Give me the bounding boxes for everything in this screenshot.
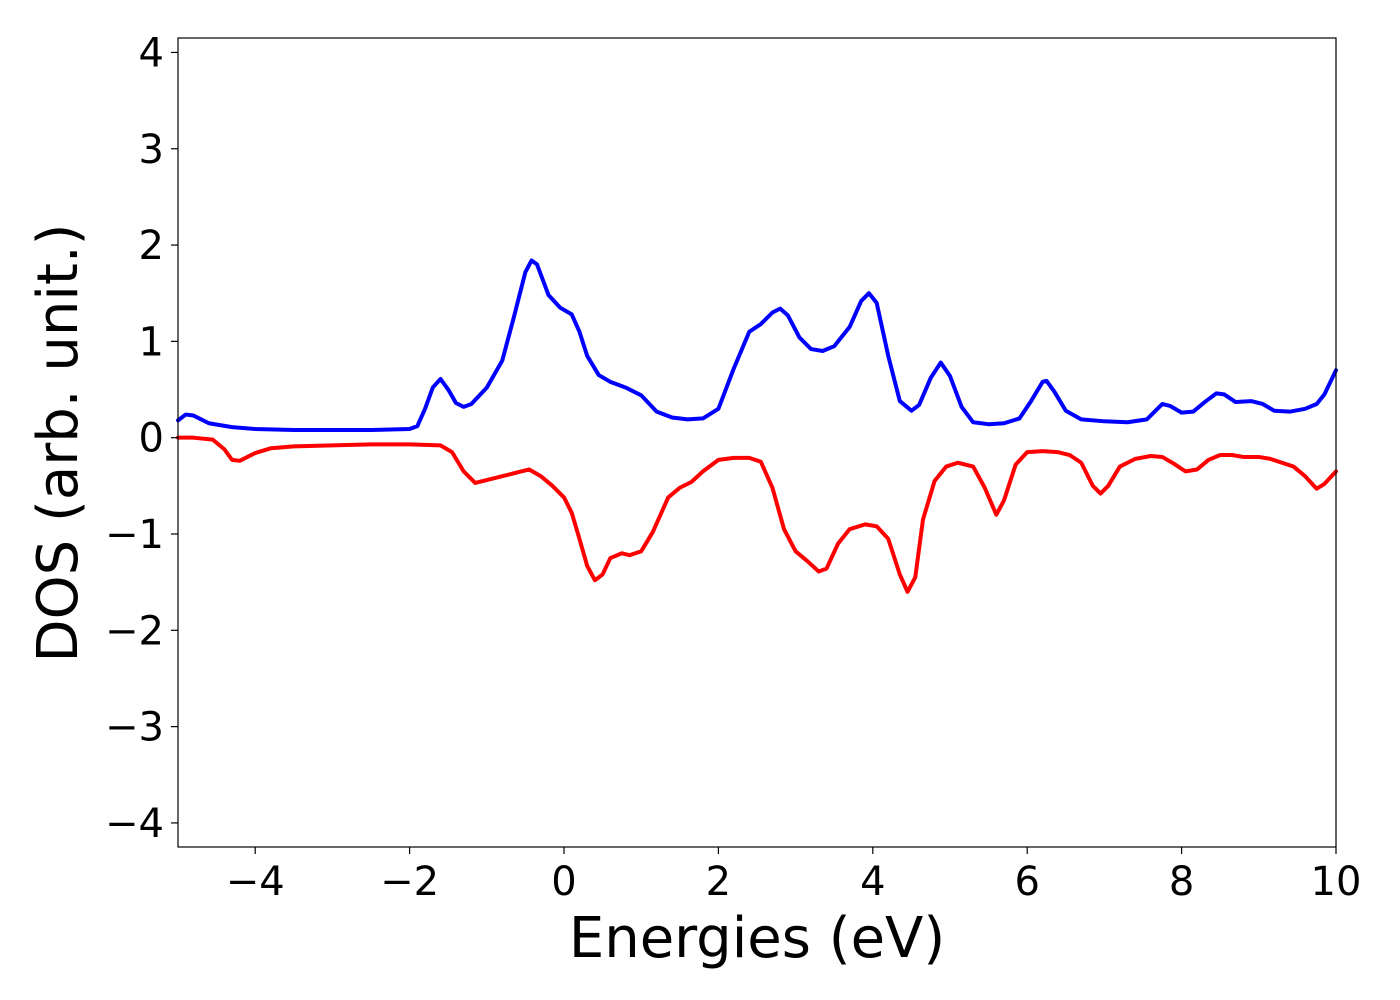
y-tick-label: −2: [105, 608, 164, 654]
series-line-2: [176, 435, 1338, 594]
y-tick-label: −4: [105, 801, 164, 847]
x-axis-ticks: −4 −2 0 2 4 6 8 10: [226, 847, 1362, 905]
x-tick-label: 10: [1311, 859, 1362, 905]
y-tick-label: 3: [139, 127, 164, 173]
y-tick-label: −1: [105, 512, 164, 558]
y-tick-label: 2: [139, 223, 164, 269]
x-tick-label: 4: [860, 859, 885, 905]
x-tick-label: 6: [1014, 859, 1039, 905]
x-tick-label: 0: [551, 859, 576, 905]
y-tick-label: −3: [105, 705, 164, 751]
y-tick-label: 0: [139, 416, 164, 462]
x-tick-label: 8: [1169, 859, 1194, 905]
x-axis-label: Energies (eV): [569, 906, 945, 971]
x-tick-label: −2: [380, 859, 439, 905]
series-layer: [176, 258, 1338, 594]
series-line-1: [176, 258, 1338, 432]
x-tick-label: −4: [226, 859, 285, 905]
y-tick-label: 4: [139, 30, 164, 76]
plot-frame: [177, 37, 1337, 848]
y-axis-label: DOS (arb. unit.): [26, 223, 91, 662]
y-tick-label: 1: [139, 319, 164, 365]
x-tick-label: 2: [706, 859, 731, 905]
y-axis-ticks: 4 3 2 1 0 −1 −2 −3 −4: [105, 30, 178, 847]
